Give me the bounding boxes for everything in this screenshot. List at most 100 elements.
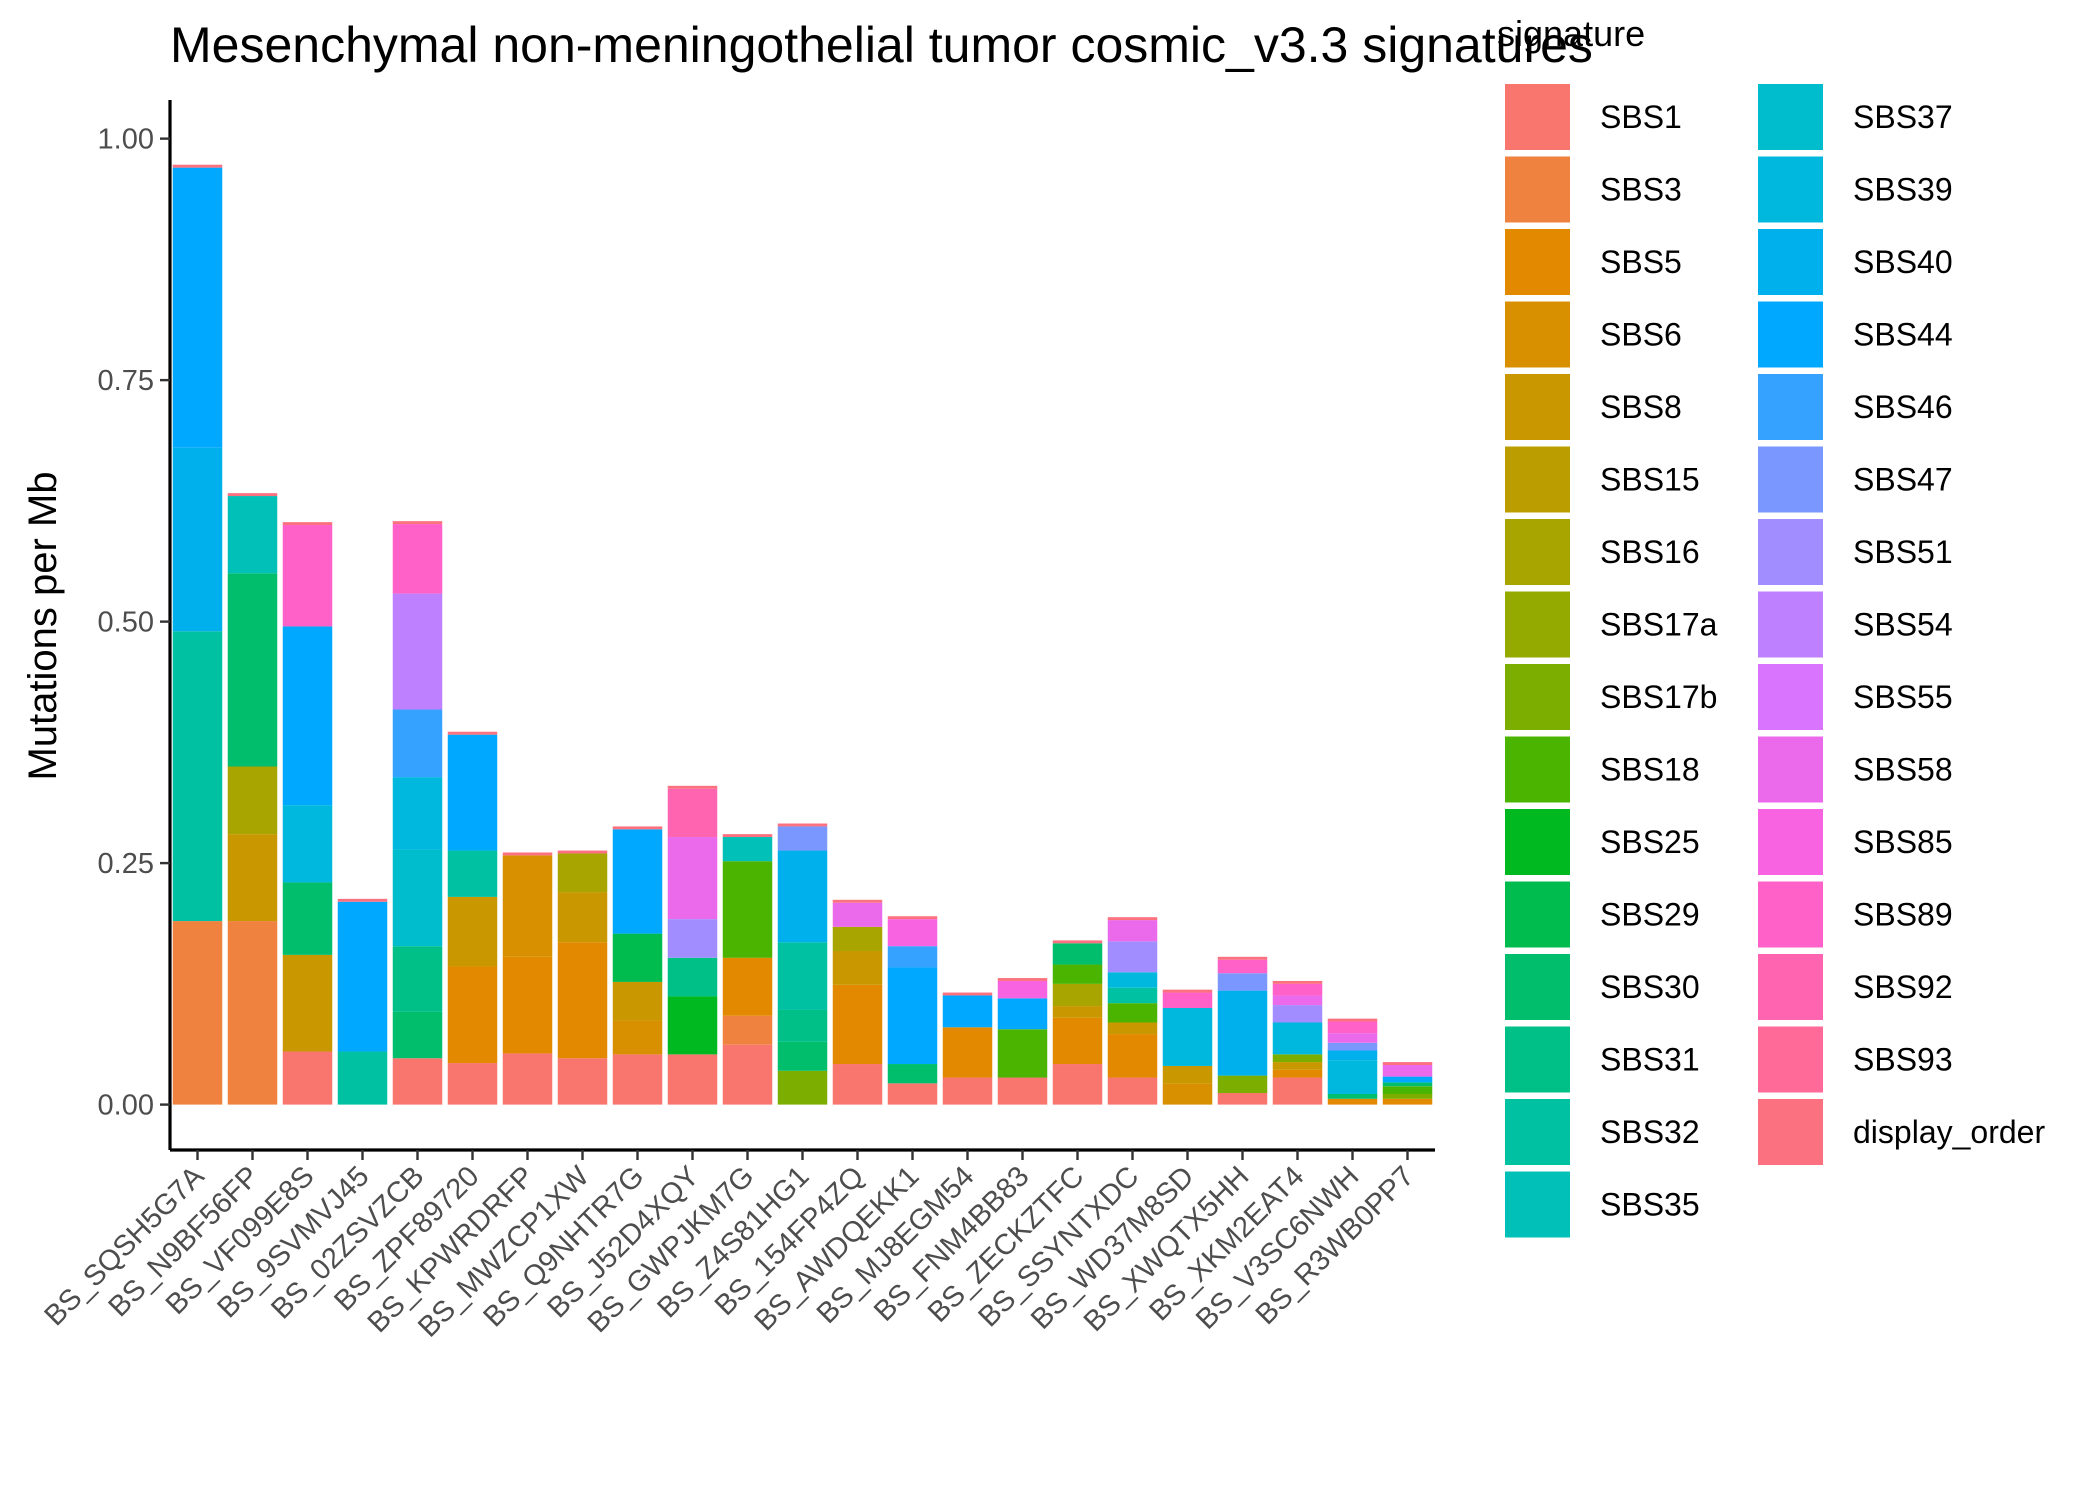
- legend-item-sbs15: SBS15: [1505, 446, 1700, 513]
- legend-swatch: [1758, 664, 1823, 730]
- legend-item-sbs18: SBS18: [1505, 736, 1700, 803]
- bar-segment-sbs1-bs-vf099e8s: [282, 1051, 333, 1105]
- bar-stack-bs-awdqekk1: [887, 916, 938, 1105]
- bar-segment-sbs16-bs-mwzcp1xw: [557, 853, 608, 893]
- legend-label: SBS30: [1600, 969, 1700, 1005]
- bar-segment-sbs8-bs-mwzcp1xw: [557, 892, 608, 943]
- bar-segment-sbs16-bs-154fp4zq: [832, 926, 883, 952]
- legend-swatch: [1505, 1026, 1570, 1093]
- bar-segment-sbs31-bs-02zsvzcb: [392, 946, 443, 1012]
- legend-swatch: [1758, 881, 1823, 948]
- bar-segment-sbs44-bs-9svmvj45: [337, 901, 388, 1052]
- legend-item-sbs85: SBS85: [1758, 809, 1953, 875]
- legend-swatch: [1758, 519, 1823, 585]
- legend-swatch: [1758, 84, 1823, 150]
- bar-segment-sbs47-bs-v3sc6nwh: [1327, 1042, 1378, 1051]
- legend-label: SBS32: [1600, 1114, 1700, 1150]
- legend-swatch: [1758, 1099, 1823, 1165]
- legend-swatch: [1758, 156, 1823, 223]
- bar-stack-bs-9svmvj45: [337, 898, 388, 1105]
- bar-segment-sbs5-bs-zeckztfc: [1052, 1017, 1103, 1065]
- legend: signature SBS1 SBS3 SBS5 SBS6 SBS8 SBS15 SBS16…: [1497, 13, 2045, 1238]
- legend-swatch: [1505, 591, 1570, 658]
- legend-item-sbs51: SBS51: [1758, 519, 1953, 585]
- y-axis-title: Mutations per Mb: [21, 471, 65, 780]
- bar-segment-sbs1-bs-154fp4zq: [832, 1064, 883, 1105]
- bar-segment-sbs8-bs-154fp4zq: [832, 951, 883, 985]
- bar-segment-sbs46-bs-awdqekk1: [887, 946, 938, 968]
- bar-stack-bs-v3sc6nwh: [1327, 1018, 1378, 1105]
- legend-item-sbs32: SBS32: [1505, 1099, 1700, 1165]
- bar-segment-sbs30-bs-zeckztfc: [1052, 943, 1103, 965]
- y-axis: 0.00 0.25 0.50 0.75 1.00: [98, 100, 172, 1150]
- x-axis: BS_SQSH5G7ABS_N9BF56FPBS_VF099E8SBS_9SVM…: [39, 1148, 1435, 1344]
- legend-item-display-order: display_order: [1758, 1099, 2045, 1165]
- bar-stack-bs-154fp4zq: [832, 899, 883, 1105]
- bar-segment-sbs3-bs-n9bf56fp: [227, 921, 278, 1105]
- bar-segment-display-order-bs-xwqtx5hh: [1217, 956, 1268, 960]
- bar-segment-display-order-bs-kpwrdrfp: [502, 852, 553, 856]
- legend-item-sbs46: SBS46: [1758, 374, 1953, 440]
- bar-segment-sbs5-bs-mj8egm54: [942, 1027, 993, 1078]
- bar-segment-display-order-bs-fnm4bb83: [997, 978, 1048, 981]
- bar-segment-sbs35-bs-n9bf56fp: [227, 496, 278, 574]
- bar-segment-sbs30-bs-n9bf56fp: [227, 573, 278, 767]
- bar-segment-sbs5-bs-zpf89720: [447, 966, 498, 1064]
- bar-segment-sbs6-bs-kpwrdrfp: [502, 855, 553, 957]
- legend-label: SBS44: [1853, 317, 1953, 353]
- legend-swatch: [1758, 809, 1823, 875]
- legend-item-sbs40: SBS40: [1758, 229, 1953, 295]
- bar-segment-sbs6-bs-q9nhtr7g: [612, 1020, 663, 1055]
- bar-segment-sbs44-bs-mj8egm54: [942, 995, 993, 1028]
- legend-swatch: [1505, 156, 1570, 223]
- legend-label: SBS25: [1600, 824, 1700, 860]
- legend-item-sbs47: SBS47: [1758, 446, 1953, 513]
- bar-segment-sbs1-bs-awdqekk1: [887, 1083, 938, 1105]
- bar-segment-sbs51-bs-j52d4xqy: [667, 919, 718, 958]
- bar-segment-sbs5-bs-mwzcp1xw: [557, 942, 608, 1059]
- legend-item-sbs35: SBS35: [1505, 1171, 1700, 1238]
- bar-segment-display-order-bs-ssyntxdc: [1107, 917, 1158, 921]
- bar-segment-sbs39-bs-v3sc6nwh: [1327, 1060, 1378, 1094]
- bar-segment-sbs31-bs-j52d4xqy: [667, 957, 718, 997]
- legend-label: SBS37: [1853, 99, 1953, 135]
- bar-segment-sbs1-bs-q9nhtr7g: [612, 1054, 663, 1105]
- legend-label: SBS6: [1600, 317, 1682, 353]
- bar-segment-sbs18-bs-zeckztfc: [1052, 964, 1103, 984]
- legend-item-sbs6: SBS6: [1505, 301, 1682, 368]
- y-tick-label: 0.50: [98, 607, 154, 639]
- bar-segment-display-order-bs-awdqekk1: [887, 916, 938, 920]
- bar-segment-sbs39-bs-xkm2eat4: [1272, 1022, 1323, 1055]
- bar-segment-display-order-bs-r3wb0pp7: [1382, 1062, 1433, 1065]
- bar-segment-sbs89-bs-vf099e8s: [282, 525, 333, 627]
- bar-segment-sbs40-bs-z4s81hg1: [777, 850, 828, 943]
- bar-segment-sbs6-bs-wd37m8sd: [1162, 1083, 1213, 1105]
- legend-swatch: [1505, 736, 1570, 803]
- bar-segment-sbs39-bs-ssyntxdc: [1107, 972, 1158, 988]
- legend-swatch: [1758, 374, 1823, 440]
- legend-item-sbs5: SBS5: [1505, 229, 1682, 295]
- bar-segment-sbs40-bs-sqsh5g7a: [172, 447, 223, 632]
- bar-stack-bs-mj8egm54: [942, 992, 993, 1105]
- bar-segment-sbs47-bs-z4s81hg1: [777, 826, 828, 851]
- bar-segment-sbs5-bs-gwpjkm7g: [722, 957, 773, 1016]
- bar-segment-sbs1-bs-gwpjkm7g: [722, 1044, 773, 1105]
- bar-segment-sbs32-bs-ssyntxdc: [1107, 987, 1158, 1004]
- bar-segment-sbs30-bs-z4s81hg1: [777, 1041, 828, 1071]
- legend-label: SBS46: [1853, 389, 1953, 425]
- y-tick-label: 0.25: [98, 848, 154, 880]
- legend-swatch: [1758, 446, 1823, 513]
- legend-swatch: [1505, 881, 1570, 948]
- legend-item-sbs93: SBS93: [1758, 1026, 1953, 1093]
- bar-stack-bs-ssyntxdc: [1107, 917, 1158, 1105]
- bar-stack-bs-gwpjkm7g: [722, 834, 773, 1105]
- bar-segment-sbs44-bs-sqsh5g7a: [172, 167, 223, 448]
- bar-segment-sbs5-bs-v3sc6nwh: [1327, 1098, 1378, 1105]
- legend-item-sbs16: SBS16: [1505, 519, 1700, 585]
- bar-stack-bs-mwzcp1xw: [557, 850, 608, 1105]
- bar-segment-display-order-bs-9svmvj45: [337, 898, 388, 902]
- legend-item-sbs25: SBS25: [1505, 809, 1700, 875]
- bar-segment-sbs1-bs-xwqtx5hh: [1217, 1093, 1268, 1105]
- bar-segment-sbs8-bs-zpf89720: [447, 896, 498, 967]
